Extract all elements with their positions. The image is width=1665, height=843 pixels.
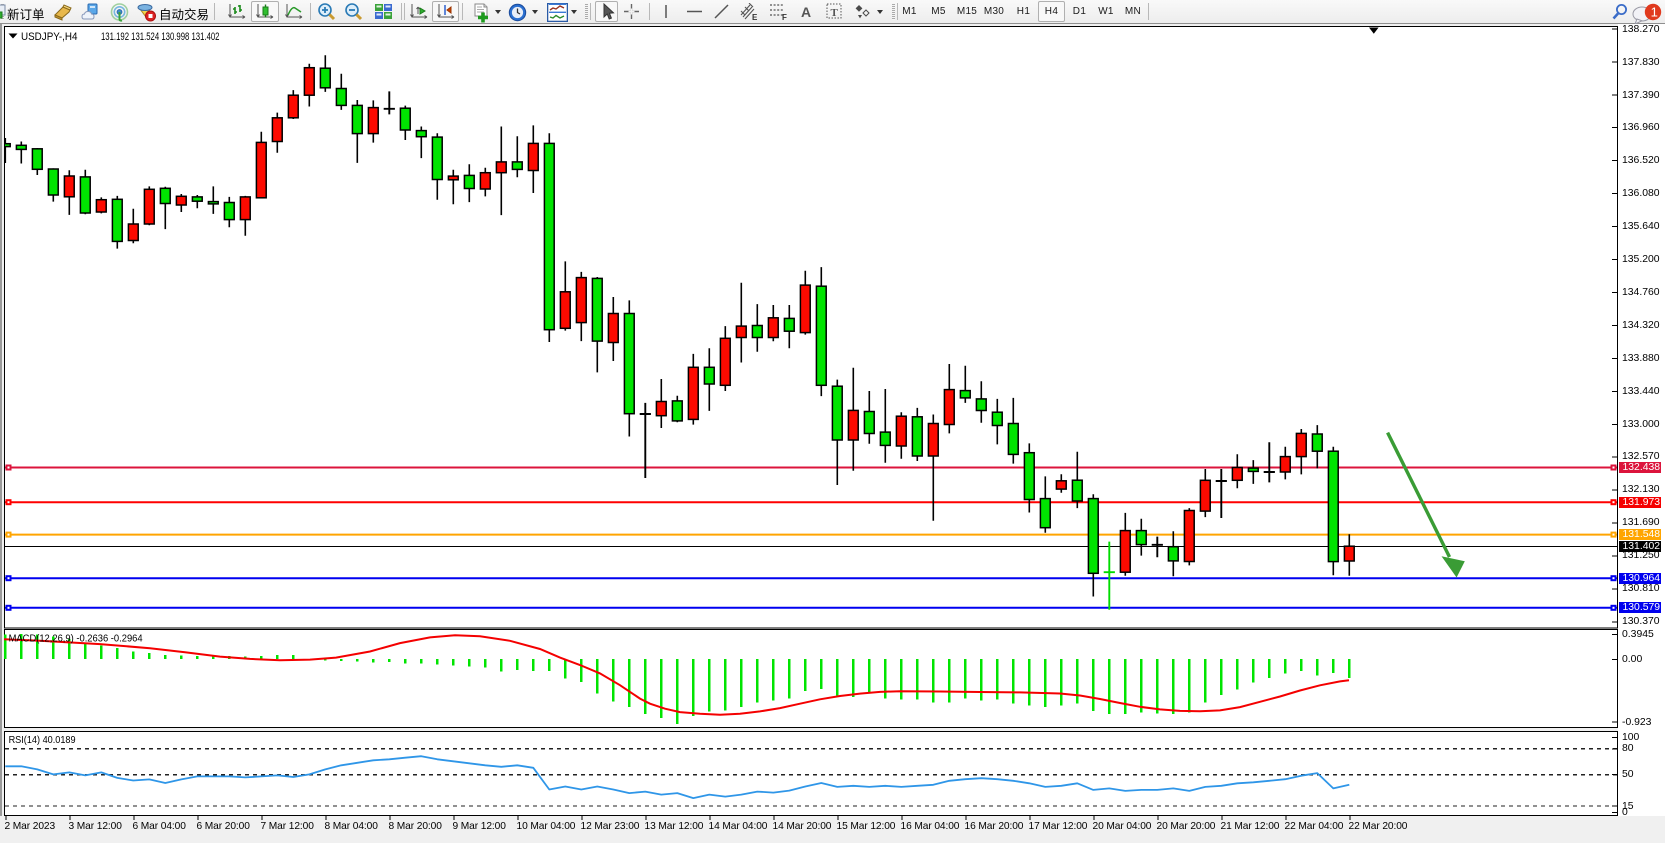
svg-text:F: F [782,13,787,22]
svg-text:RSI(14) 40.0189: RSI(14) 40.0189 [9,734,76,746]
svg-text:MACD(12,26,9) -0.2636 -0.2964: MACD(12,26,9) -0.2636 -0.2964 [9,633,143,645]
svg-text:T: T [831,7,839,19]
svg-text:131.192 131.524 130.998 131.40: 131.192 131.524 130.998 131.402 [101,31,220,43]
svg-text:E: E [752,13,758,22]
svg-text:1: 1 [1651,5,1658,20]
svg-text:USDJPY-,H4: USDJPY-,H4 [21,31,78,43]
